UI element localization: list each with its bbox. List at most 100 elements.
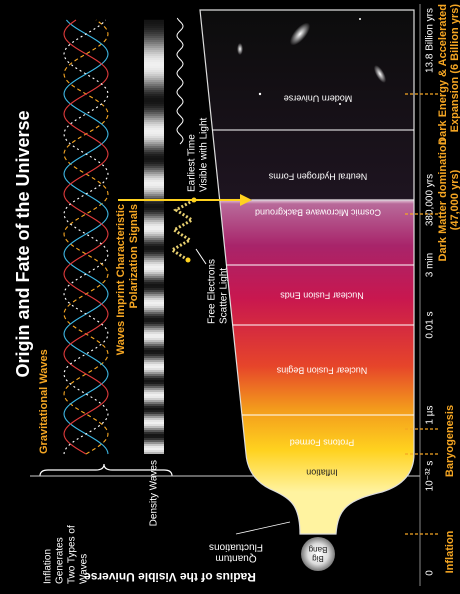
time-label: 380,000 yrs xyxy=(425,174,436,226)
density-stripe xyxy=(144,424,164,426)
epoch-label: Dark Matter domination xyxy=(437,138,449,261)
density-stripe xyxy=(144,418,164,420)
density-stripe xyxy=(144,38,164,40)
quantum-label: Fluctuations xyxy=(209,541,263,552)
electron-path xyxy=(172,200,194,260)
density-stripe xyxy=(144,400,164,402)
density-stripe xyxy=(144,136,164,138)
density-stripe xyxy=(144,396,164,398)
time-label: 0.01 s xyxy=(425,311,436,338)
density-stripe xyxy=(144,224,164,226)
density-stripe xyxy=(144,52,164,54)
density-stripe xyxy=(144,256,164,258)
density-stripe xyxy=(144,282,164,284)
density-stripe xyxy=(144,402,164,404)
density-stripe xyxy=(144,344,164,346)
earliest-light-label: Visible with Light xyxy=(199,117,210,192)
density-stripe xyxy=(144,430,164,432)
density-stripe xyxy=(144,60,164,62)
pointer xyxy=(236,522,290,534)
big-bang-label: Big xyxy=(312,554,324,563)
density-stripe xyxy=(144,204,164,206)
density-stripe xyxy=(144,190,164,192)
epoch-label: Inflation xyxy=(444,530,456,573)
density-stripe xyxy=(144,340,164,342)
era-label: Protons Formed xyxy=(290,438,355,448)
galaxy xyxy=(237,43,243,55)
time-label: 1 µs xyxy=(425,405,436,424)
density-stripe xyxy=(144,302,164,304)
density-stripe xyxy=(144,274,164,276)
density-stripe xyxy=(144,294,164,296)
density-stripe xyxy=(144,156,164,158)
density-stripe xyxy=(144,62,164,64)
radius-axis-label: Radius of the Visible Universe xyxy=(84,570,256,584)
density-stripe xyxy=(144,346,164,348)
density-stripe xyxy=(144,264,164,266)
density-stripe xyxy=(144,270,164,272)
density-stripe xyxy=(144,382,164,384)
era-label: Cosmic Microwave Background xyxy=(255,208,381,218)
density-stripe xyxy=(144,266,164,268)
density-stripe xyxy=(144,372,164,374)
density-stripe xyxy=(144,272,164,274)
density-stripe xyxy=(144,138,164,140)
density-stripe xyxy=(144,126,164,128)
density-stripe xyxy=(144,104,164,106)
intro-line: Generates xyxy=(55,537,66,584)
density-stripe xyxy=(144,106,164,108)
density-stripe xyxy=(144,244,164,246)
density-stripe xyxy=(144,84,164,86)
density-stripe xyxy=(144,250,164,252)
density-stripe xyxy=(144,76,164,78)
density-stripe xyxy=(144,254,164,256)
density-stripe xyxy=(144,298,164,300)
light-wave xyxy=(177,18,183,144)
density-stripe xyxy=(144,158,164,160)
wave xyxy=(64,20,108,454)
density-stripe xyxy=(144,102,164,104)
density-stripe xyxy=(144,358,164,360)
density-stripe xyxy=(144,42,164,44)
universe-funnel xyxy=(200,10,414,534)
density-stripe xyxy=(144,132,164,134)
density-stripe xyxy=(144,114,164,116)
density-stripe xyxy=(144,80,164,82)
density-stripe xyxy=(144,74,164,76)
density-stripe xyxy=(144,434,164,436)
density-stripe xyxy=(144,330,164,332)
density-stripe xyxy=(144,142,164,144)
density-stripe xyxy=(144,32,164,34)
density-stripe xyxy=(144,444,164,446)
density-stripe xyxy=(144,28,164,30)
era-label: Nuclear Fusion Begins xyxy=(276,366,367,376)
wave xyxy=(64,20,108,454)
density-stripe xyxy=(144,48,164,50)
density-stripe xyxy=(144,432,164,434)
density-stripe xyxy=(144,308,164,310)
density-stripe xyxy=(144,386,164,388)
density-stripe xyxy=(144,66,164,68)
density-stripe xyxy=(144,166,164,168)
density-stripe xyxy=(144,162,164,164)
density-stripe xyxy=(144,238,164,240)
body: {"title": "Origin and Fate of the Univer… xyxy=(0,0,460,594)
density-stripe xyxy=(144,58,164,60)
density-stripe xyxy=(144,316,164,318)
density-stripe xyxy=(144,260,164,262)
density-stripe xyxy=(144,22,164,24)
star xyxy=(359,18,361,20)
density-stripe xyxy=(144,332,164,334)
infographic: Origin and Fate of the Universe Inflatio… xyxy=(0,0,460,594)
density-stripe xyxy=(144,392,164,394)
time-label: 13.8 Billion yrs xyxy=(425,8,436,73)
density-stripe xyxy=(144,134,164,136)
density-stripe xyxy=(144,122,164,124)
density-stripe xyxy=(144,258,164,260)
density-stripe xyxy=(144,90,164,92)
density-stripe xyxy=(144,152,164,154)
density-stripe xyxy=(144,172,164,174)
density-stripe xyxy=(144,438,164,440)
density-stripe xyxy=(144,92,164,94)
density-stripe xyxy=(144,20,164,22)
